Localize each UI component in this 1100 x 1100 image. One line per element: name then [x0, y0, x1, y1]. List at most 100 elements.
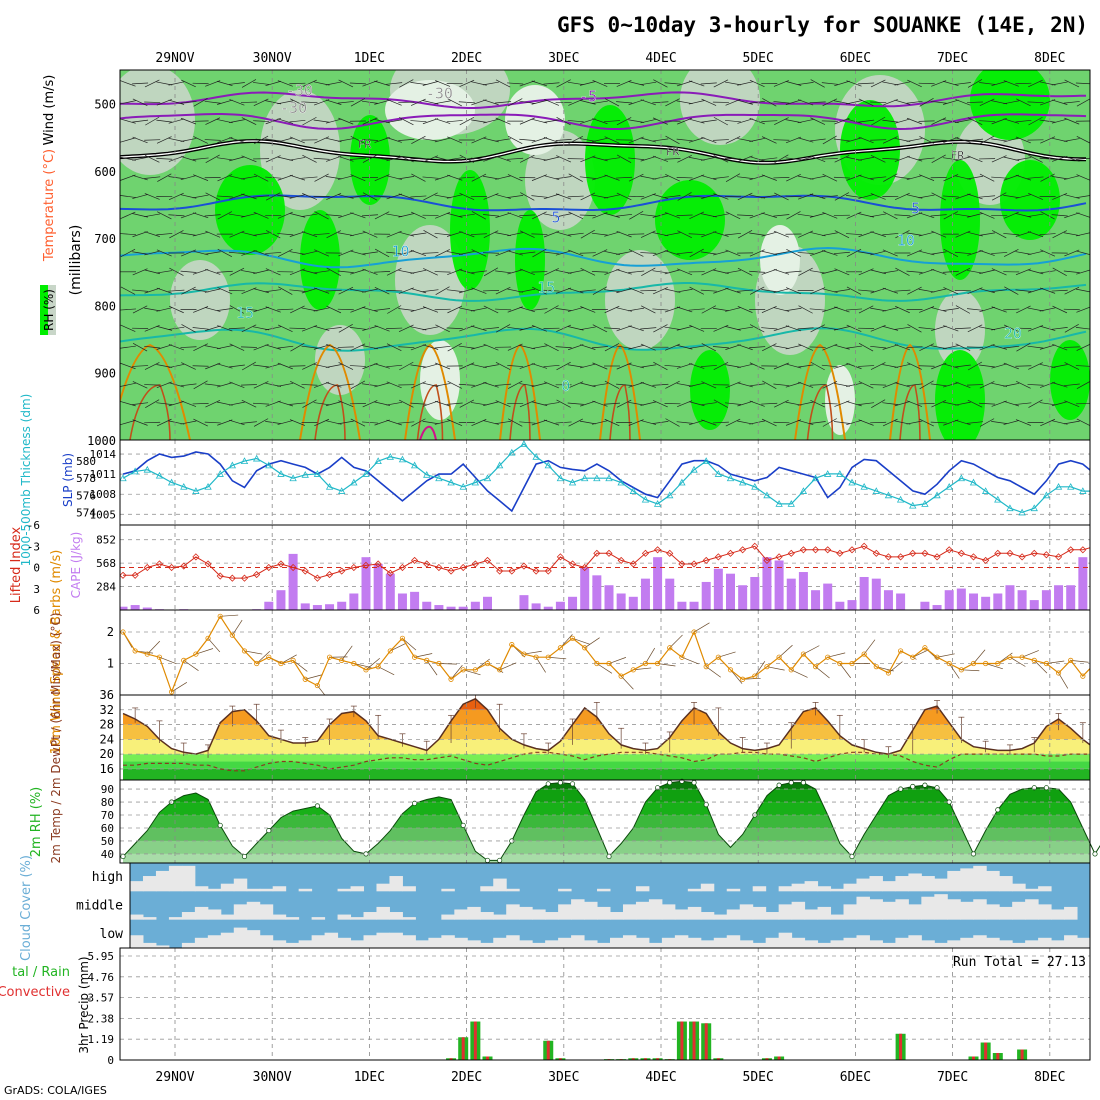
rh-dry-patch — [170, 260, 230, 340]
wind-barb — [616, 345, 633, 349]
contour-label: 5 — [911, 199, 920, 217]
lifted-index-point — [301, 567, 309, 575]
cloud-block — [168, 865, 183, 892]
wind-barb — [797, 401, 814, 406]
wind-barb — [337, 420, 354, 425]
cape-bar — [264, 601, 274, 610]
cloud-block — [376, 883, 390, 892]
thickness-point — [410, 461, 419, 469]
thickness-point — [860, 482, 868, 490]
wind-barb — [954, 401, 971, 406]
wind-speed-point — [424, 657, 430, 663]
wind-speed-point — [983, 660, 989, 667]
wind-barb — [640, 420, 657, 425]
wind-barb — [168, 326, 185, 330]
wind-barb — [386, 290, 403, 292]
wind-barb — [144, 193, 160, 200]
wind-barb — [495, 420, 512, 425]
cloud-block — [259, 888, 274, 892]
cloud-block — [856, 878, 870, 892]
wind-barb — [616, 117, 632, 126]
wind-barb — [918, 120, 935, 122]
wind-barb — [1076, 306, 1090, 313]
wind-barb — [979, 364, 996, 368]
wind-barb — [422, 363, 439, 369]
cloud-block — [960, 868, 974, 892]
wind-barb — [725, 119, 741, 123]
cloud-block — [739, 904, 754, 920]
wind-barb — [544, 343, 559, 352]
rh-point — [995, 807, 1001, 813]
wind-barb — [930, 345, 947, 350]
wind-barb — [653, 79, 668, 88]
wind-barb — [507, 157, 524, 160]
wind-barb — [156, 136, 172, 144]
cloud-block — [934, 942, 948, 948]
wind-speed-point — [861, 651, 867, 657]
wind-barb — [192, 365, 209, 367]
cloud-block — [272, 886, 287, 892]
cloud-block — [246, 901, 261, 920]
wind-barb — [821, 232, 838, 236]
wind-barb — [689, 248, 704, 258]
wind-barb — [894, 326, 911, 330]
wind-barb — [737, 306, 753, 313]
wind-barb — [301, 231, 318, 238]
cape-tick: 852 — [96, 534, 116, 547]
wind-barb — [410, 120, 427, 123]
wind-barb — [398, 176, 415, 180]
wind-barb — [616, 399, 632, 408]
wind-barb — [616, 213, 633, 217]
temp-band — [123, 761, 1090, 769]
wind-speed-point — [484, 660, 491, 667]
wind-barb — [144, 287, 160, 294]
wind-speed-point — [351, 660, 357, 667]
wind-barb — [724, 195, 742, 198]
lifted-index-label: Lifted Index — [9, 526, 24, 603]
wind-barb — [737, 363, 753, 369]
wind-barb — [568, 211, 584, 220]
date-label-top: 1DEC — [354, 51, 385, 66]
wind-barb — [737, 118, 753, 124]
cloud-block — [259, 904, 274, 920]
wind-barb — [882, 287, 898, 294]
precip-convective-bar — [643, 1058, 647, 1060]
wind-barb — [580, 192, 596, 201]
wind-speed-point — [679, 654, 685, 660]
thickness-point — [726, 474, 735, 482]
wind-barb — [253, 418, 269, 427]
temp-band — [123, 698, 1090, 710]
wind-barb — [386, 401, 403, 406]
date-label-bottom: 4DEC — [645, 1070, 676, 1085]
lifted-index-point — [666, 549, 674, 557]
wind-barb — [882, 364, 899, 368]
thickness-point — [471, 478, 480, 486]
wind-barb — [966, 384, 984, 386]
wind-barb — [762, 98, 777, 107]
wind-barb — [132, 119, 149, 123]
wind-barb — [229, 267, 245, 276]
cape-bar — [653, 557, 663, 610]
wind-barb — [265, 192, 281, 201]
wind-barb — [411, 135, 426, 145]
wind-barb — [180, 100, 197, 104]
wind-barb — [434, 194, 451, 199]
wind-speed-point — [1031, 657, 1037, 663]
wind-barb — [883, 173, 898, 182]
lifted-index-point — [726, 549, 735, 557]
thickness-point — [167, 478, 176, 486]
wind-speed-point — [472, 667, 478, 673]
rh-axis-label: 2m RH (%) — [29, 787, 44, 858]
rh-dry-patch — [260, 90, 340, 210]
wind-barb-10m — [535, 657, 546, 673]
wind-barb — [229, 193, 245, 200]
wind-barb — [918, 231, 935, 237]
cape-bar — [823, 583, 833, 610]
wind-barb — [712, 346, 729, 349]
cape-bar — [410, 591, 420, 610]
wind-barb — [858, 381, 874, 389]
wind-speed-point — [910, 654, 916, 660]
wind-barb — [809, 421, 826, 424]
cloud-block — [921, 876, 935, 892]
